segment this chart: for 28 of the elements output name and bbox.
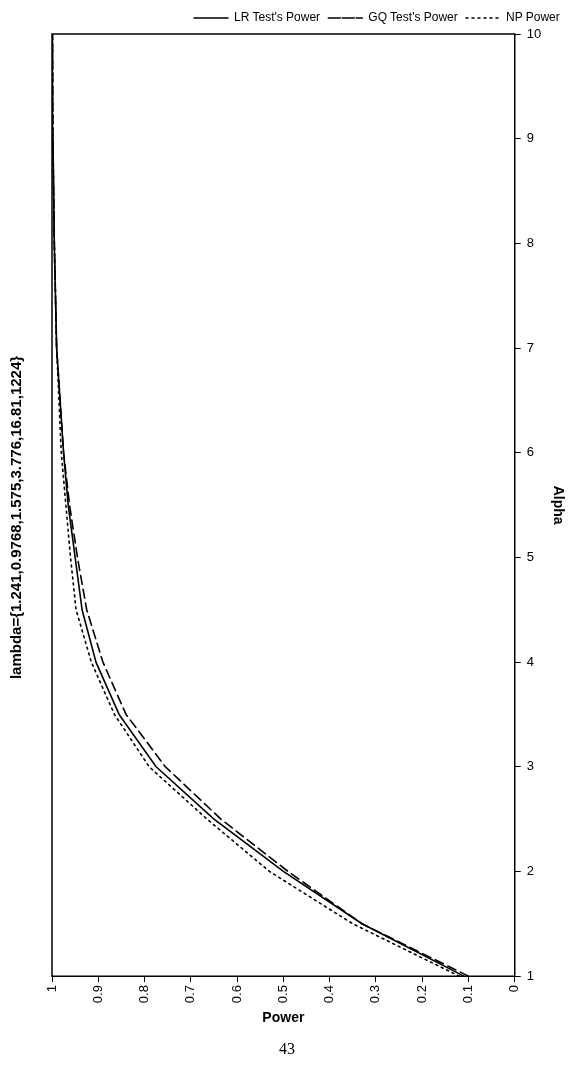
x-tick-label: 0.7: [182, 985, 198, 1004]
x-tick-label: 0.9: [89, 985, 105, 1004]
y-axis-title: Alpha: [550, 485, 567, 525]
x-axis-title: Power: [262, 1009, 305, 1026]
text: 43: [278, 1040, 296, 1058]
y-tick-label: 8: [526, 234, 534, 250]
y-tick-label: 5: [526, 548, 534, 564]
y-tick-label: 3: [526, 758, 534, 774]
y-tick-label: 10: [526, 25, 542, 41]
y-tick-label: 1: [526, 967, 534, 983]
text: lambda={1.241,0.9768,1.575,3.776,16.81,1224}: [7, 355, 25, 680]
x-tick-label: 0.8: [136, 985, 152, 1004]
x-tick-label: 0.2: [413, 985, 429, 1004]
y-tick-label: 7: [526, 339, 534, 355]
legend-label: GQ Test's Power: [368, 10, 458, 25]
legend-label: LR Test's Power: [234, 10, 321, 25]
x-tick-label: 0.6: [228, 985, 244, 1004]
x-tick-label: 0.5: [274, 985, 290, 1004]
y-tick-label: 2: [526, 863, 534, 879]
legend-label: NP Power: [505, 10, 560, 25]
x-tick-label: 0: [506, 985, 522, 993]
y-tick-label: 6: [526, 444, 534, 460]
x-tick-label: 0.1: [460, 985, 476, 1004]
x-tick-label: 0.4: [321, 985, 337, 1004]
x-tick-label: 0.3: [367, 985, 383, 1004]
x-tick-label: 1: [43, 985, 59, 993]
y-tick-label: 4: [526, 653, 534, 669]
y-tick-label: 9: [526, 130, 534, 146]
